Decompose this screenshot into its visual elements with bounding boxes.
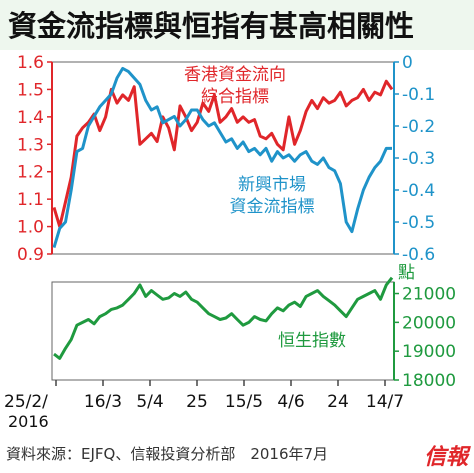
index-tick-label: 20000 <box>402 313 456 333</box>
source-note: 資料來源：EJFQ、信報投資分析部 2016年7月 <box>6 445 328 463</box>
red-series-label-line1: 香港資金流向 <box>184 65 286 85</box>
x-tick-label: 24 <box>327 392 349 412</box>
right-tick-label: -0.1 <box>402 85 435 105</box>
x-year-label: 2016 <box>8 412 49 431</box>
right-tick-label: -0.2 <box>402 117 435 137</box>
x-tick-label: 15/5 <box>225 392 263 412</box>
x-tick-label: 16/3 <box>84 392 122 412</box>
blue-series-label-line1: 新興市場 <box>238 175 306 195</box>
left-tick-label: 1.2 <box>17 163 44 183</box>
x-tick-label: 5/4 <box>136 392 163 412</box>
right-tick-label: -0.5 <box>402 213 435 233</box>
top-right-axis: 0 -0.1 -0.2 -0.3 -0.4 -0.5 -0.6 <box>393 53 435 265</box>
bottom-panel-lines <box>53 276 394 360</box>
chart-title: 資金流指標與恒指有甚高相關性 <box>8 9 414 43</box>
left-tick-label: 1.4 <box>17 108 44 128</box>
bottom-right-axis: 21000 20000 19000 18000 <box>393 282 456 391</box>
x-tick-label: 25 <box>186 392 208 412</box>
right-tick-label: -0.6 <box>402 245 435 265</box>
left-tick-label: 0.9 <box>17 245 44 265</box>
top-left-axis: 1.6 1.5 1.4 1.3 1.2 1.1 1.0 0.9 <box>17 53 53 265</box>
index-tick-label: 18000 <box>402 371 456 391</box>
title-band <box>0 0 474 50</box>
green-series-label: 恒生指數 <box>278 331 346 351</box>
hang-seng-index-line <box>53 276 394 360</box>
blue-series-label-line2: 資金流指標 <box>230 197 315 217</box>
publisher-logo: 信報 <box>424 445 471 470</box>
index-tick-label: 19000 <box>402 342 456 362</box>
red-series-label-line2: 綜合指標 <box>201 87 269 107</box>
left-tick-label: 1.3 <box>17 135 44 155</box>
left-tick-label: 1.1 <box>17 190 44 210</box>
em-fund-flow-line <box>52 66 392 249</box>
left-tick-label: 1.0 <box>17 218 44 238</box>
x-axis: 25/2/16/3 5/4 25 15/5 4/6 24 14/7 <box>4 380 404 412</box>
top-panel-lines <box>52 66 394 249</box>
index-unit-label: 點 <box>398 263 415 283</box>
x-tick-label: 14/7 <box>366 392 404 412</box>
index-tick-label: 21000 <box>402 285 456 305</box>
right-tick-label: -0.3 <box>402 149 435 169</box>
right-tick-label: -0.4 <box>402 181 435 201</box>
x-tick-label: 25/2/ <box>4 392 48 412</box>
right-tick-label: 0 <box>402 53 413 73</box>
x-tick-label: 4/6 <box>277 392 304 412</box>
left-tick-label: 1.6 <box>17 53 44 73</box>
left-tick-label: 1.5 <box>17 80 44 100</box>
